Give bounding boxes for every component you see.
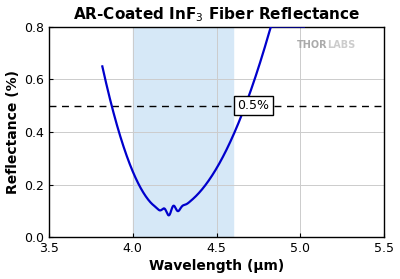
Bar (132, 27, 233, 237)
Text: LABS: LABS (327, 40, 356, 50)
Text: THOR: THOR (297, 40, 327, 50)
Text: 0.5%: 0.5% (238, 99, 270, 112)
Title: AR-Coated InF$_3$ Fiber Reflectance: AR-Coated InF$_3$ Fiber Reflectance (73, 6, 360, 24)
X-axis label: Wavelength (μm): Wavelength (μm) (149, 259, 284, 273)
Y-axis label: Reflectance (%): Reflectance (%) (6, 70, 20, 194)
